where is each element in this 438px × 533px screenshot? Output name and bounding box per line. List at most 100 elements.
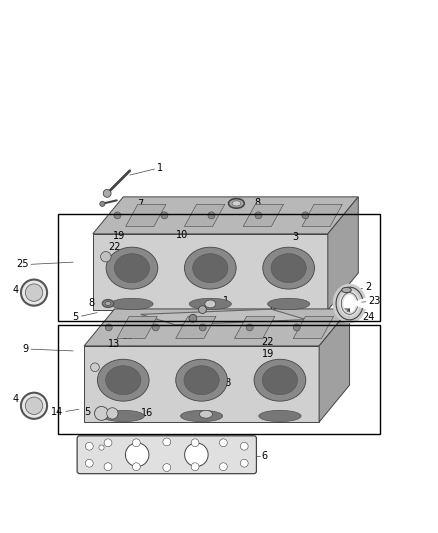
Text: 19: 19 [261, 350, 274, 359]
Text: 7: 7 [176, 314, 182, 325]
Circle shape [199, 324, 206, 331]
Ellipse shape [184, 366, 219, 394]
Text: 4: 4 [13, 394, 19, 404]
Polygon shape [319, 309, 350, 422]
Circle shape [219, 439, 227, 447]
Text: 3: 3 [292, 232, 298, 243]
Ellipse shape [271, 254, 306, 282]
FancyBboxPatch shape [77, 436, 256, 474]
Circle shape [99, 445, 104, 450]
Circle shape [85, 459, 93, 467]
Circle shape [240, 442, 248, 450]
Ellipse shape [180, 410, 223, 422]
Circle shape [293, 324, 300, 331]
Circle shape [246, 324, 253, 331]
Ellipse shape [102, 300, 114, 308]
Ellipse shape [189, 298, 231, 310]
Circle shape [302, 212, 309, 219]
Ellipse shape [229, 199, 244, 208]
Circle shape [114, 212, 121, 219]
Circle shape [219, 463, 227, 471]
Circle shape [105, 324, 112, 331]
Ellipse shape [102, 410, 145, 422]
Polygon shape [141, 309, 306, 325]
Text: 18: 18 [220, 378, 232, 388]
Circle shape [161, 212, 168, 219]
Ellipse shape [254, 359, 306, 401]
Ellipse shape [262, 366, 297, 394]
Text: 6: 6 [269, 302, 275, 312]
Ellipse shape [97, 359, 149, 401]
Circle shape [191, 439, 199, 447]
Circle shape [100, 201, 105, 206]
Text: 10: 10 [122, 331, 134, 341]
Circle shape [107, 408, 118, 419]
Polygon shape [84, 346, 319, 422]
Circle shape [191, 463, 199, 471]
Ellipse shape [205, 300, 216, 308]
Text: 1: 1 [157, 163, 163, 173]
Circle shape [104, 463, 112, 471]
Bar [58, 325, 380, 434]
Polygon shape [243, 204, 283, 227]
Text: 25: 25 [16, 260, 28, 269]
Text: 5: 5 [85, 407, 91, 417]
Circle shape [163, 438, 171, 446]
Polygon shape [93, 234, 328, 310]
Text: 8: 8 [254, 198, 261, 208]
Polygon shape [184, 204, 225, 227]
Text: 6: 6 [261, 451, 268, 461]
Ellipse shape [342, 287, 351, 293]
Ellipse shape [268, 298, 310, 310]
Text: 13: 13 [107, 339, 120, 349]
Ellipse shape [199, 410, 212, 418]
Text: 16: 16 [141, 408, 153, 418]
Text: 22: 22 [261, 337, 274, 347]
Polygon shape [176, 316, 216, 338]
Circle shape [163, 464, 171, 472]
Text: 10: 10 [176, 230, 188, 240]
Polygon shape [293, 316, 334, 338]
Polygon shape [84, 309, 350, 346]
Text: 8: 8 [89, 298, 95, 308]
Polygon shape [234, 316, 275, 338]
Text: 14: 14 [51, 407, 63, 417]
Text: 24: 24 [363, 312, 375, 321]
Ellipse shape [184, 247, 236, 289]
Circle shape [21, 279, 47, 305]
Polygon shape [93, 197, 358, 234]
Circle shape [25, 284, 43, 301]
Text: 1: 1 [223, 296, 229, 306]
Text: 5: 5 [73, 312, 79, 321]
Ellipse shape [106, 247, 158, 289]
Circle shape [189, 314, 197, 322]
Circle shape [208, 212, 215, 219]
Text: 4: 4 [13, 286, 19, 295]
Circle shape [240, 459, 248, 467]
Ellipse shape [259, 410, 301, 422]
Ellipse shape [232, 201, 241, 206]
Circle shape [95, 407, 109, 421]
Ellipse shape [263, 247, 314, 289]
Circle shape [85, 442, 93, 450]
Ellipse shape [111, 298, 153, 310]
Ellipse shape [114, 254, 150, 282]
Circle shape [25, 397, 43, 415]
Polygon shape [328, 197, 358, 310]
Circle shape [132, 463, 140, 471]
Ellipse shape [106, 366, 141, 394]
Circle shape [101, 252, 111, 262]
Circle shape [21, 393, 47, 419]
Circle shape [255, 212, 262, 219]
Text: 7: 7 [137, 199, 143, 209]
Polygon shape [117, 316, 157, 338]
Text: 14: 14 [276, 278, 289, 288]
Ellipse shape [176, 359, 227, 401]
Ellipse shape [105, 302, 111, 305]
Polygon shape [126, 204, 166, 227]
Circle shape [185, 443, 208, 466]
Text: 22: 22 [109, 242, 121, 252]
Bar [58, 214, 380, 321]
Text: 2: 2 [365, 282, 371, 293]
Circle shape [125, 443, 149, 466]
